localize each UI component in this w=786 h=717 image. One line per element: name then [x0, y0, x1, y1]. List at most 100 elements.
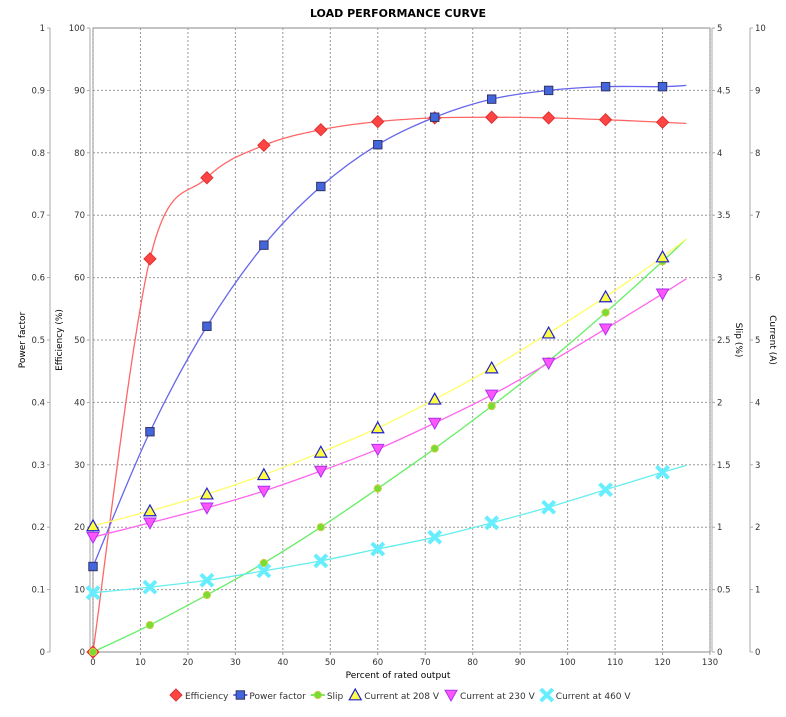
slip-axis-label: Slip (%) [733, 323, 743, 358]
slip-point [202, 590, 212, 600]
current-at-230-v-point [655, 288, 670, 301]
x-tick-label: 30 [230, 658, 241, 668]
efficiency-tick-label: 60 [74, 274, 85, 284]
efficiency-tick-label: 20 [74, 523, 85, 533]
x-tick-label: 100 [559, 658, 575, 668]
current-at-208-v-point [484, 360, 499, 374]
slip-point [373, 484, 382, 493]
efficiency-tick-label: 40 [74, 398, 85, 408]
current-at-230-v-point [541, 357, 556, 371]
current-at-230-v-point [257, 485, 271, 499]
power_factor-tick-label: 0 [40, 648, 45, 658]
power-factor-point [543, 85, 554, 96]
power-factor-point [657, 81, 668, 92]
current-at-230-v-point [598, 323, 613, 336]
slip-point [601, 308, 610, 317]
slip-tick-label: 0 [717, 648, 722, 658]
current-tick-label: 4 [755, 398, 760, 408]
current-at-460-v-point [313, 553, 329, 569]
legend-current-at-208-v-label: Current at 208 V [364, 692, 440, 702]
power_factor-tick-label: 0.2 [31, 523, 45, 533]
x-tick-label: 20 [183, 658, 194, 668]
efficiency-point [200, 171, 214, 185]
current-tick-label: 9 [755, 86, 760, 96]
current-at-460-v-point [199, 572, 215, 588]
current-tick-label: 3 [755, 461, 760, 471]
x-axis-label: Percent of rated output [346, 671, 451, 681]
current-tick-label: 10 [755, 24, 766, 34]
legend-power-factor-label: Power factor [249, 692, 306, 702]
efficiency-tick-label: 0 [80, 648, 85, 658]
slip-tick-label: 4 [717, 149, 722, 159]
power-factor-axis-label: Power factor [18, 311, 28, 368]
efficiency-tick-label: 10 [74, 586, 85, 596]
slip-point [145, 620, 155, 630]
efficiency-point [257, 138, 271, 153]
slip-tick-label: 4.5 [717, 86, 731, 96]
current-at-460-v-point [85, 585, 101, 601]
slip-point [259, 558, 268, 568]
current-tick-label: 6 [755, 274, 760, 284]
efficiency-tick-label: 90 [74, 86, 85, 96]
current-at-208-v-point [541, 325, 556, 339]
current-at-208-v-point [256, 467, 271, 481]
slip-point [88, 647, 98, 657]
current-at-208-v-point [655, 249, 670, 263]
current-tick-label: 2 [755, 523, 760, 533]
power-factor-point [202, 321, 212, 331]
current-at-208-v-point [313, 445, 328, 458]
slip-tick-label: 5 [717, 24, 722, 34]
current-at-460-v-point [427, 529, 443, 545]
power-factor-point [316, 181, 326, 192]
slip-tick-label: 3.5 [717, 211, 731, 221]
legend-current-at-460-v-label: Current at 460 V [556, 692, 632, 702]
efficiency-tick-label: 80 [74, 149, 85, 159]
x-tick-label: 60 [372, 658, 383, 668]
current-at-460-v-point [370, 541, 386, 557]
power_factor-tick-label: 0.7 [31, 211, 45, 221]
current-at-460-v-point [142, 579, 158, 595]
power_factor-tick-label: 0.5 [31, 336, 45, 346]
power_factor-tick-label: 1 [40, 24, 45, 34]
slip-tick-label: 3 [717, 274, 722, 284]
current-tick-label: 1 [755, 586, 760, 596]
efficiency-point [484, 110, 499, 124]
slip-point [487, 402, 496, 411]
x-tick-label: 80 [467, 658, 478, 668]
efficiency-point [541, 111, 556, 125]
slip-tick-label: 0.5 [717, 586, 731, 596]
efficiency-point [598, 113, 613, 127]
efficiency-axis-label: Efficiency (%) [55, 309, 65, 371]
slip-tick-label: 1 [717, 523, 722, 533]
current-at-230-v-point [370, 443, 385, 457]
current-tick-label: 5 [755, 336, 760, 346]
current-at-208-v-point [85, 518, 101, 532]
current-at-460-v-point [256, 563, 272, 579]
legend-current-at-208-v-icon [348, 687, 363, 701]
current-at-230-v-point [143, 517, 157, 530]
slip-tick-label: 2.5 [717, 336, 731, 346]
power-factor-point [486, 94, 497, 104]
power-factor-point [430, 112, 440, 122]
current-tick-label: 7 [755, 211, 760, 221]
slip-point [430, 444, 439, 453]
current-at-208-v-point [427, 392, 442, 405]
efficiency-tick-label: 30 [74, 461, 85, 471]
current-at-208-v-point [142, 503, 157, 517]
current-at-460-v-point [541, 499, 557, 515]
current-at-230-v-point [86, 531, 100, 545]
current-tick-label: 8 [755, 149, 760, 159]
x-tick-label: 0 [90, 658, 95, 668]
current-at-230-v-point [200, 502, 214, 515]
x-tick-label: 130 [702, 658, 718, 668]
efficiency-point [143, 252, 157, 266]
legend-slip-label: Slip [327, 692, 344, 702]
legend-current-at-460-v-icon [539, 687, 555, 703]
chart-title: LOAD PERFORMANCE CURVE [310, 7, 486, 20]
current-at-460-v-point [484, 515, 500, 531]
efficiency-tick-label: 50 [74, 336, 85, 346]
power-factor-point [145, 427, 155, 437]
current-at-208-v-point [199, 486, 214, 500]
